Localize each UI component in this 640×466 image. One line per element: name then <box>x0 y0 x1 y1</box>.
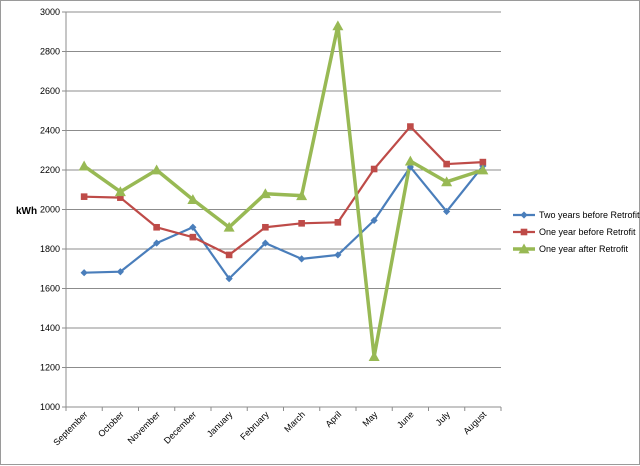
legend: Two years before Retrofit One year before… <box>513 210 640 254</box>
data-point-series-1 <box>189 223 197 231</box>
data-point-series-2 <box>479 158 487 166</box>
data-point-series-3 <box>404 155 416 166</box>
series-line-3 <box>83 24 484 359</box>
data-point-series-2 <box>189 233 197 241</box>
y-axis-label: kWh <box>16 206 37 217</box>
data-point-series-3 <box>296 190 308 201</box>
y-tick-label: 2600 <box>40 86 60 96</box>
legend-label-3: One year after Retrofit <box>539 244 629 254</box>
legend-label-1: Two years before Retrofit <box>539 210 640 220</box>
legend-swatch-marker-1 <box>520 211 528 219</box>
data-point-series-3 <box>223 221 235 232</box>
legend-swatch-marker-3 <box>518 243 530 254</box>
data-point-series-2 <box>117 194 124 201</box>
x-tick-label: January <box>205 409 235 439</box>
data-point-series-2 <box>370 165 378 173</box>
x-tick-label: February <box>238 409 271 442</box>
data-point-series-1 <box>443 207 451 216</box>
data-point-series-2 <box>225 251 233 259</box>
y-tick-label: 1800 <box>40 244 60 254</box>
data-point-series-2 <box>334 219 342 226</box>
x-tick-label: September <box>51 409 89 447</box>
series-line-2 <box>84 125 483 257</box>
x-tick-label: July <box>434 409 453 428</box>
data-point-series-2 <box>298 220 305 227</box>
data-point-series-3 <box>259 188 271 199</box>
data-point-series-3 <box>368 351 380 362</box>
grid-lines <box>66 11 501 368</box>
x-tick-label: December <box>162 409 198 445</box>
x-tick-label: May <box>360 409 379 428</box>
y-tick-label: 3000 <box>40 7 60 17</box>
legend-label-2: One year before Retrofit <box>539 227 636 237</box>
data-point-series-1 <box>153 239 161 247</box>
data-point-series-1 <box>225 275 233 283</box>
y-tick-label: 2400 <box>40 126 60 136</box>
x-tick-label: April <box>323 409 343 429</box>
data-point-series-1 <box>298 255 306 263</box>
x-tick-label: October <box>96 409 126 439</box>
y-tick-label: 2800 <box>40 47 60 57</box>
data-point-series-3 <box>332 20 344 31</box>
y-tick-label: 1600 <box>40 284 60 294</box>
series-line-1 <box>84 165 484 280</box>
x-tick-label: August <box>461 409 488 436</box>
x-tick-label: November <box>126 409 162 445</box>
data-point-series-2 <box>443 160 450 168</box>
series-lines <box>83 24 484 359</box>
data-point-series-3 <box>114 186 126 197</box>
y-tick-label: 2000 <box>40 205 60 215</box>
data-point-series-2 <box>407 123 414 130</box>
y-tick-label: 1400 <box>40 323 60 333</box>
data-point-series-1 <box>261 239 269 247</box>
y-tick-label: 2200 <box>40 165 60 175</box>
data-point-series-1 <box>116 268 124 276</box>
data-point-series-3 <box>477 164 489 175</box>
legend-swatch-marker-2 <box>520 228 528 236</box>
y-tick-label: 1000 <box>40 402 60 412</box>
data-point-series-3 <box>441 176 453 187</box>
x-tick-label: June <box>395 409 416 430</box>
x-tick-label: March <box>282 409 307 434</box>
data-point-series-1 <box>334 251 342 259</box>
data-point-series-2 <box>262 223 269 231</box>
data-point-series-2 <box>153 223 160 231</box>
data-point-series-3 <box>187 194 199 205</box>
data-point-series-1 <box>370 216 378 224</box>
y-tick-label: 1200 <box>40 363 60 373</box>
series-markers <box>78 20 489 362</box>
data-point-series-2 <box>80 193 88 200</box>
data-point-series-3 <box>151 164 163 175</box>
data-point-series-3 <box>78 160 90 171</box>
data-point-series-1 <box>80 269 88 277</box>
